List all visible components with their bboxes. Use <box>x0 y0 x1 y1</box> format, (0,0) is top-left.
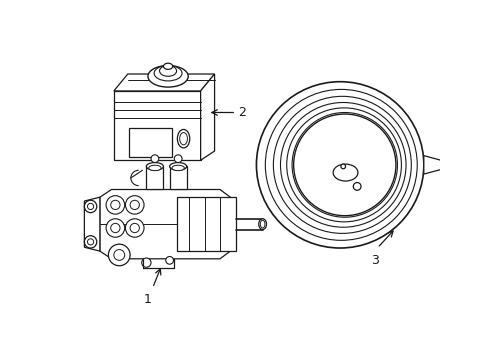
Polygon shape <box>84 197 100 251</box>
Circle shape <box>130 200 139 210</box>
Circle shape <box>273 96 410 233</box>
Text: 3: 3 <box>370 254 378 267</box>
Polygon shape <box>146 166 163 189</box>
Ellipse shape <box>172 165 184 171</box>
Circle shape <box>165 256 173 264</box>
Circle shape <box>293 114 395 216</box>
Circle shape <box>286 108 401 222</box>
Ellipse shape <box>159 66 176 76</box>
Ellipse shape <box>169 163 186 170</box>
Text: 1: 1 <box>143 293 152 306</box>
Polygon shape <box>466 161 477 169</box>
Ellipse shape <box>332 164 357 181</box>
Circle shape <box>87 239 94 245</box>
Circle shape <box>110 223 120 233</box>
Ellipse shape <box>148 165 161 171</box>
Polygon shape <box>423 156 440 174</box>
Circle shape <box>256 82 423 248</box>
Ellipse shape <box>260 220 264 228</box>
Polygon shape <box>114 91 200 160</box>
Polygon shape <box>177 197 235 251</box>
Ellipse shape <box>179 132 187 145</box>
Ellipse shape <box>148 66 188 87</box>
Circle shape <box>352 183 360 190</box>
Polygon shape <box>440 161 466 169</box>
Text: 2: 2 <box>238 106 246 119</box>
Circle shape <box>280 103 405 227</box>
Circle shape <box>265 89 416 240</box>
Circle shape <box>340 164 345 169</box>
Circle shape <box>151 155 159 163</box>
Circle shape <box>110 200 120 210</box>
Ellipse shape <box>258 219 266 230</box>
Circle shape <box>125 219 144 237</box>
Polygon shape <box>114 74 214 91</box>
Polygon shape <box>200 74 214 160</box>
Circle shape <box>130 223 139 233</box>
Ellipse shape <box>146 163 163 170</box>
Ellipse shape <box>163 63 172 69</box>
Circle shape <box>174 155 182 163</box>
Circle shape <box>84 236 97 248</box>
Polygon shape <box>129 128 172 157</box>
Circle shape <box>106 195 124 214</box>
Ellipse shape <box>154 66 182 81</box>
Circle shape <box>87 203 94 210</box>
Circle shape <box>106 219 124 237</box>
Circle shape <box>142 258 151 267</box>
Polygon shape <box>169 166 186 189</box>
Ellipse shape <box>177 130 189 148</box>
Circle shape <box>125 195 144 214</box>
Circle shape <box>291 112 397 217</box>
Circle shape <box>114 249 124 260</box>
Circle shape <box>84 200 97 213</box>
Circle shape <box>108 244 130 266</box>
Polygon shape <box>100 189 235 259</box>
